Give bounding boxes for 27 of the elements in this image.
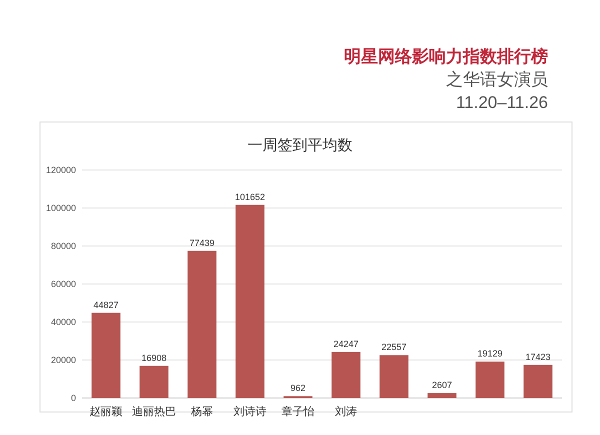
y-tick-label: 120000 [46,165,76,175]
y-tick-label: 60000 [50,279,76,289]
data-label: 44827 [93,300,119,310]
data-label: 24247 [333,338,359,349]
x-tick-label: 杨幂 [190,406,213,418]
x-tick-label: 刘涛 [335,405,357,418]
x-tick-label: 刘诗诗 [234,405,266,418]
data-label: 101652 [234,192,266,202]
data-label: 19129 [477,348,503,359]
y-tick-label: 40000 [50,317,76,327]
data-label: 77439 [189,238,215,248]
x-tick-label: 迪丽热巴 [132,405,176,418]
data-label: 16908 [141,352,167,363]
y-tick-label: 20000 [50,355,76,365]
y-tick-label: 100000 [46,203,76,213]
title: 一周签到平均数 [248,137,352,154]
data-label: 22557 [381,342,407,352]
data-label: 2607 [432,380,452,390]
annotation: 11.20–11.26 [456,93,548,112]
annotation: 明星网络影响力指数排行榜 [344,47,548,66]
data-label: 962 [290,383,306,394]
x-tick-label: 章子怡 [282,405,314,418]
y-tick-label: 80000 [50,241,76,251]
annotation: 之华语女演员 [446,70,548,89]
x-tick-label: 赵丽颖 [90,406,122,418]
y-tick-label: 0 [70,393,76,403]
data-label: 17423 [525,352,551,362]
